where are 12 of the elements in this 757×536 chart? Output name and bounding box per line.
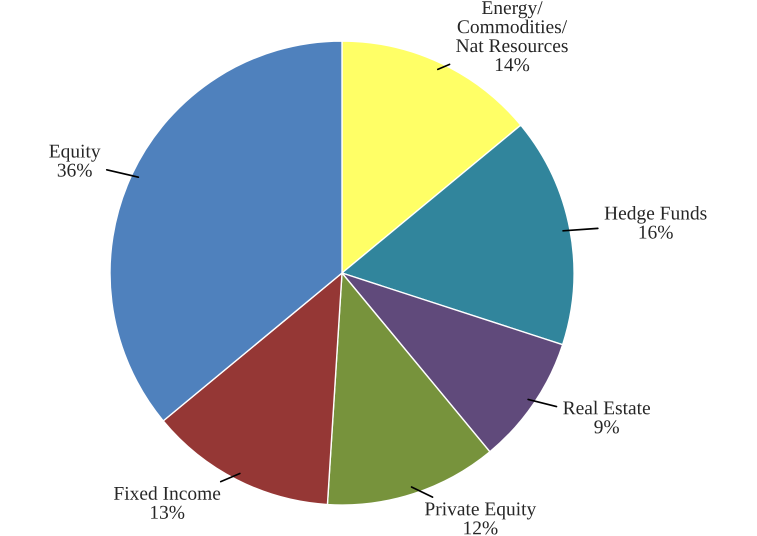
slice-label: Equity xyxy=(49,144,101,162)
data-label: 14% xyxy=(496,58,530,72)
slice-label: Fixed Income xyxy=(114,486,220,500)
slice-label: Private Equity xyxy=(425,502,536,520)
slice-label: Energy/ Commodities/ Nat Resources xyxy=(456,1,568,52)
data-label: 16% xyxy=(640,226,673,239)
data-label: 9% xyxy=(594,420,619,434)
data-label: 36% xyxy=(58,164,92,177)
slice-label: Real Estate xyxy=(563,400,650,414)
slice-label: Hedge Funds xyxy=(604,206,707,224)
data-label: 12% xyxy=(464,521,498,535)
data-label: 13% xyxy=(151,506,184,519)
